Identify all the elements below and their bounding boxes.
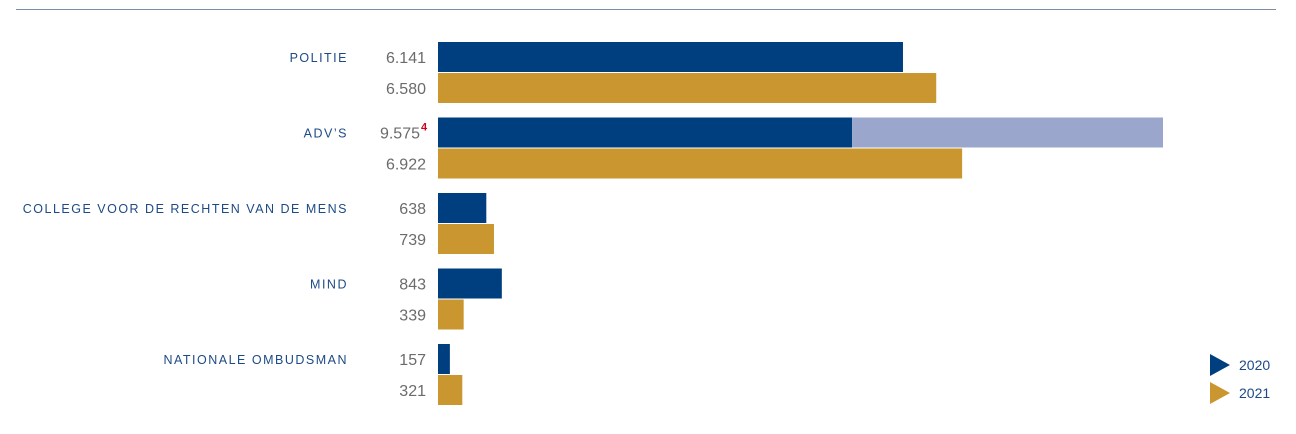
footnote-marker-adv-s: 4 <box>421 122 428 134</box>
value-label-2021-college-voor-de-rechten-van-de-mens: 739 <box>399 232 426 249</box>
value-label-2020-college-voor-de-rechten-van-de-mens: 638 <box>399 201 426 218</box>
bar-2020-mind <box>438 268 502 299</box>
value-label-2020-politie: 6.141 <box>386 50 426 67</box>
legend-marker-2021 <box>1210 382 1230 404</box>
value-label-2021-politie: 6.580 <box>386 81 426 98</box>
bar-2020-politie <box>438 42 903 72</box>
category-label-mind: MIND <box>310 278 348 292</box>
bar-2020-adv-s-secondary <box>852 117 1163 148</box>
category-label-adv-s: ADV’S <box>304 127 348 141</box>
value-label-2021-adv-s: 6.922 <box>386 157 426 174</box>
bar-2020-adv-s <box>438 117 853 148</box>
bar-2020-college-voor-de-rechten-van-de-mens <box>438 193 487 223</box>
bar-2021-politie <box>438 73 937 103</box>
category-label-nationale-ombudsman: NATIONALE OMBUDSMAN <box>163 353 348 367</box>
value-label-2020-adv-s: 9.575 <box>380 126 420 143</box>
legend-label-2021: 2021 <box>1239 385 1270 401</box>
value-label-2020-nationale-ombudsman: 157 <box>399 352 426 369</box>
value-label-2021-nationale-ombudsman: 321 <box>399 383 426 400</box>
bar-2021-mind <box>438 299 464 330</box>
legend-label-2020: 2020 <box>1239 357 1270 373</box>
value-label-2021-mind: 339 <box>399 308 426 325</box>
bar-2021-nationale-ombudsman <box>438 375 463 405</box>
bar-2021-adv-s <box>438 148 963 179</box>
bar-2020-nationale-ombudsman <box>438 344 450 374</box>
bar-2021-college-voor-de-rechten-van-de-mens <box>438 224 494 254</box>
top-rule <box>16 9 1276 10</box>
category-label-college-voor-de-rechten-van-de-mens: COLLEGE VOOR DE RECHTEN VAN DE MENS <box>23 202 348 216</box>
legend-marker-2020 <box>1210 354 1230 376</box>
category-label-politie: POLITIE <box>290 51 348 65</box>
value-label-2020-mind: 843 <box>399 277 426 294</box>
